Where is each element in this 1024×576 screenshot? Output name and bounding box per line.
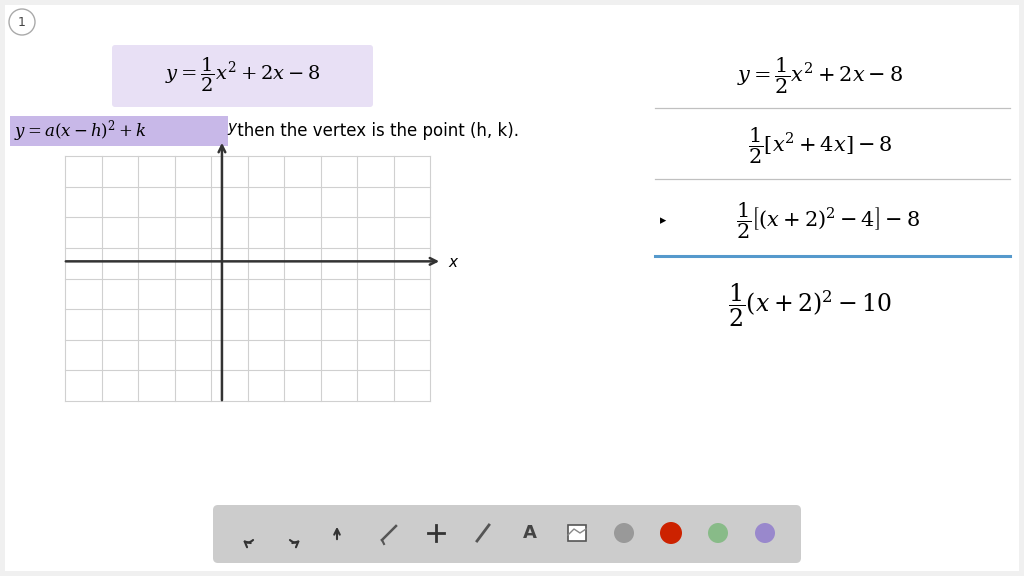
Circle shape [9, 9, 35, 35]
Text: $y = \dfrac{1}{2}x^2 + 2x - 8$: $y = \dfrac{1}{2}x^2 + 2x - 8$ [737, 56, 903, 96]
Text: 1: 1 [18, 16, 26, 28]
Text: $x$: $x$ [449, 255, 460, 270]
Text: $y = \dfrac{1}{2}x^2 + 2x - 8$: $y = \dfrac{1}{2}x^2 + 2x - 8$ [166, 56, 321, 94]
Text: $\dfrac{1}{2}\left[x^2 + 4x\right] - 8$: $\dfrac{1}{2}\left[x^2 + 4x\right] - 8$ [748, 126, 892, 166]
FancyBboxPatch shape [112, 45, 373, 107]
Circle shape [660, 522, 682, 544]
Text: $y = a(x - h)^2 + k$: $y = a(x - h)^2 + k$ [14, 118, 146, 144]
FancyBboxPatch shape [213, 505, 801, 563]
FancyBboxPatch shape [568, 525, 586, 541]
Text: then the vertex is the point (h, k).: then the vertex is the point (h, k). [232, 122, 519, 140]
Text: A: A [523, 524, 537, 542]
Text: $\dfrac{1}{2}(x+2)^2 - 10$: $\dfrac{1}{2}(x+2)^2 - 10$ [728, 281, 892, 329]
Text: ▸: ▸ [660, 214, 667, 228]
Circle shape [614, 523, 634, 543]
Text: $\dfrac{1}{2}\left[(x+2)^2 - 4\right] - 8$: $\dfrac{1}{2}\left[(x+2)^2 - 4\right] - … [736, 201, 921, 241]
Text: $y$: $y$ [227, 121, 239, 137]
Circle shape [708, 523, 728, 543]
FancyBboxPatch shape [10, 116, 228, 146]
FancyBboxPatch shape [5, 5, 1019, 571]
Circle shape [755, 523, 775, 543]
